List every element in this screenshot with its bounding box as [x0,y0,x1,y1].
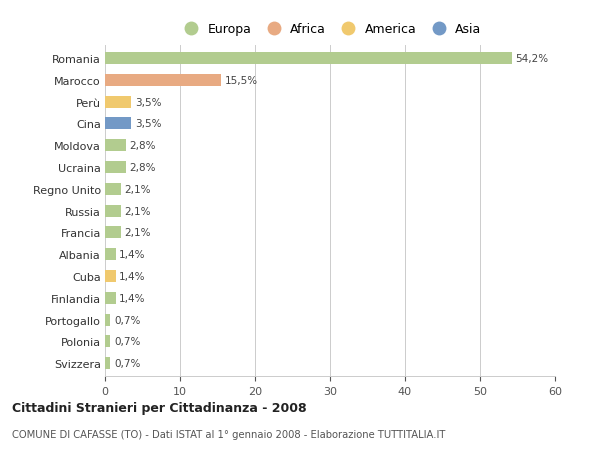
Bar [105,270,115,282]
Bar [105,140,126,152]
Bar [105,205,121,217]
Bar [105,184,121,196]
Text: 2,8%: 2,8% [130,162,156,173]
Bar [105,292,115,304]
Text: 2,8%: 2,8% [130,141,156,151]
Bar [105,227,121,239]
Text: Cittadini Stranieri per Cittadinanza - 2008: Cittadini Stranieri per Cittadinanza - 2… [12,402,307,414]
Bar [105,53,511,65]
Bar [105,75,221,87]
Bar [105,249,115,261]
Bar [105,336,110,347]
Bar [105,96,131,108]
Bar [105,314,110,326]
Bar [105,118,131,130]
Text: 1,4%: 1,4% [119,293,146,303]
Bar [105,162,126,174]
Text: 2,1%: 2,1% [125,228,151,238]
Text: COMUNE DI CAFASSE (TO) - Dati ISTAT al 1° gennaio 2008 - Elaborazione TUTTITALIA: COMUNE DI CAFASSE (TO) - Dati ISTAT al 1… [12,429,445,439]
Text: 2,1%: 2,1% [125,206,151,216]
Text: 3,5%: 3,5% [135,119,161,129]
Text: 54,2%: 54,2% [515,54,548,64]
Text: 15,5%: 15,5% [225,76,258,86]
Text: 0,7%: 0,7% [114,358,140,368]
Text: 0,7%: 0,7% [114,336,140,347]
Text: 0,7%: 0,7% [114,315,140,325]
Text: 2,1%: 2,1% [125,185,151,195]
Bar [105,358,110,369]
Text: 3,5%: 3,5% [135,97,161,107]
Text: 1,4%: 1,4% [119,250,146,260]
Legend: Europa, Africa, America, Asia: Europa, Africa, America, Asia [179,23,481,36]
Text: 1,4%: 1,4% [119,271,146,281]
